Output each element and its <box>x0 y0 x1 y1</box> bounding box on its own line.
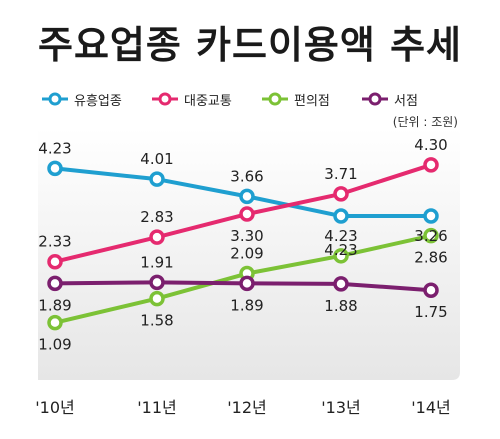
data-point <box>333 248 349 264</box>
data-label: 4.30 <box>414 136 447 154</box>
data-label: 3.30 <box>230 227 263 245</box>
unit-note: (단위 : 조원) <box>392 115 458 129</box>
data-label: 2.09 <box>230 245 263 263</box>
data-label: 3.71 <box>324 165 357 183</box>
x-tick-label: '14년 <box>411 398 451 417</box>
data-label: 1.09 <box>38 336 71 354</box>
data-point <box>423 282 439 298</box>
data-label: 4.23 <box>324 227 357 245</box>
legend-item-편의점: 편의점 <box>262 88 330 110</box>
data-point <box>333 186 349 202</box>
data-label: 2.86 <box>414 249 447 267</box>
data-label: 2.33 <box>38 233 71 251</box>
data-point <box>47 314 63 331</box>
data-label: 1.89 <box>38 296 71 314</box>
legend-label: 유흥업종 <box>74 93 122 109</box>
data-point <box>47 160 63 177</box>
data-point <box>333 276 349 292</box>
legend-label: 편의점 <box>294 93 330 109</box>
data-point <box>239 206 255 222</box>
data-point <box>423 208 439 224</box>
data-label: 1.75 <box>414 303 447 321</box>
data-point <box>239 275 255 292</box>
data-label: 4.23 <box>324 241 357 259</box>
chart-title: 주요업종 카드이용액 추세 <box>37 23 463 67</box>
data-point <box>239 188 255 205</box>
data-label: 1.91 <box>140 253 173 271</box>
data-label: 3.66 <box>230 167 263 185</box>
data-label: 2.83 <box>140 208 173 226</box>
data-point <box>149 274 165 291</box>
data-point <box>149 229 165 245</box>
legend-marker-icon <box>152 92 178 106</box>
legend-item-유흥업종: 유흥업종 <box>42 88 122 110</box>
legend-marker-icon <box>42 92 68 106</box>
legend-item-서점: 서점 <box>362 88 418 110</box>
data-label: 1.58 <box>140 312 173 330</box>
data-label: 1.89 <box>230 296 263 314</box>
data-label: 4.23 <box>38 139 71 157</box>
data-label: 4.01 <box>140 150 173 168</box>
legend-item-대중교통: 대중교통 <box>152 88 232 110</box>
x-tick-label: '11년 <box>137 398 177 417</box>
data-point <box>423 227 439 244</box>
data-label: 3.26 <box>414 227 447 245</box>
legend-marker-icon <box>262 92 288 106</box>
data-point <box>423 157 439 173</box>
legend-label: 서점 <box>394 93 418 109</box>
data-point <box>149 171 165 187</box>
data-point <box>149 290 165 307</box>
legend-marker-icon <box>362 92 388 106</box>
data-point <box>333 208 349 224</box>
data-label: 1.88 <box>324 297 357 315</box>
data-point <box>47 275 63 292</box>
x-tick-label: '12년 <box>227 398 267 417</box>
x-tick-label: '10년 <box>35 398 75 417</box>
legend: 유흥업종 대중교통 편의점 서점 <box>42 88 482 110</box>
data-point <box>47 253 63 270</box>
legend-label: 대중교통 <box>184 93 232 109</box>
x-tick-label: '13년 <box>321 398 361 417</box>
